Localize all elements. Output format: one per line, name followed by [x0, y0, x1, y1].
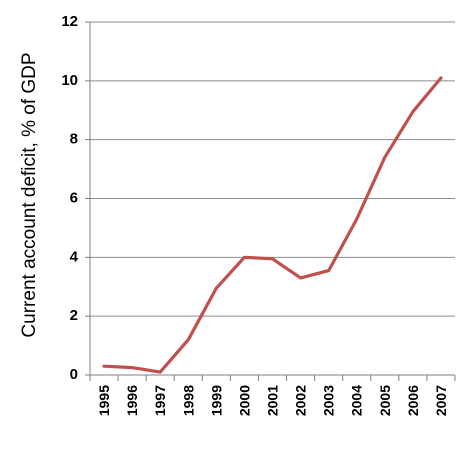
series-group — [102, 76, 443, 374]
x-tick-label: 2000 — [236, 385, 252, 416]
x-tick-label: 2002 — [293, 385, 309, 416]
x-tick-label: 2006 — [405, 385, 421, 416]
x-tick-label: 2005 — [377, 385, 393, 416]
series-line-0 — [102, 76, 443, 374]
x-axis-ticks: 1995 1996 1997 1998 1999 2000 2001 2002 2003 2004… — [89, 375, 456, 416]
y-axis-ticks: 0 2 4 6 8 10 12 — [61, 13, 90, 383]
x-tick-label: 2001 — [265, 385, 281, 416]
x-tick-label: 2004 — [349, 385, 365, 416]
x-tick-label: 1995 — [96, 385, 112, 416]
x-tick-label: 1997 — [152, 385, 168, 416]
y-tick-label: 12 — [61, 13, 78, 30]
x-tick-label: 2003 — [321, 385, 337, 416]
y-tick-label: 0 — [70, 366, 78, 383]
x-tick-label: 1999 — [208, 385, 224, 416]
y-tick-label: 6 — [70, 189, 78, 206]
y-tick-label: 8 — [70, 131, 78, 148]
x-tick-label: 1996 — [124, 385, 140, 416]
x-tick-label: 2007 — [433, 385, 449, 416]
gridlines — [90, 21, 455, 317]
y-tick-label: 4 — [70, 248, 79, 265]
y-tick-label: 2 — [70, 307, 78, 324]
x-tick-label: 1998 — [180, 385, 196, 416]
y-tick-label: 10 — [61, 72, 78, 89]
y-axis-label: Current account deficit, % of GDP — [19, 52, 40, 337]
